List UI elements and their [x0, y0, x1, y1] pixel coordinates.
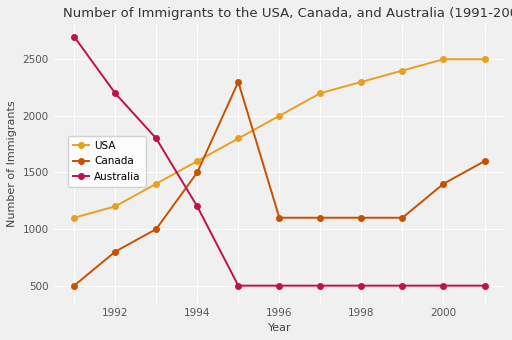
USA: [235, 136, 241, 140]
Australia: [276, 284, 283, 288]
Australia: [399, 284, 406, 288]
Australia: [317, 284, 324, 288]
Canada: [112, 250, 118, 254]
Australia: [112, 91, 118, 95]
Canada: [399, 216, 406, 220]
USA: [112, 204, 118, 208]
Canada: [317, 216, 324, 220]
USA: [317, 91, 324, 95]
Line: Canada: Canada: [71, 79, 487, 288]
X-axis label: Year: Year: [268, 323, 291, 333]
USA: [71, 216, 77, 220]
USA: [440, 57, 446, 61]
USA: [358, 80, 365, 84]
Canada: [440, 182, 446, 186]
Canada: [358, 216, 365, 220]
Canada: [194, 170, 200, 174]
Australia: [235, 284, 241, 288]
Line: Australia: Australia: [71, 34, 487, 288]
Australia: [194, 204, 200, 208]
Australia: [358, 284, 365, 288]
USA: [481, 57, 487, 61]
USA: [276, 114, 283, 118]
USA: [194, 159, 200, 163]
Australia: [153, 136, 159, 140]
Australia: [481, 284, 487, 288]
USA: [399, 69, 406, 73]
Text: Number of Immigrants to the USA, Canada, and Australia (1991-2001): Number of Immigrants to the USA, Canada,…: [62, 7, 512, 20]
Australia: [71, 35, 77, 39]
Canada: [276, 216, 283, 220]
Canada: [71, 284, 77, 288]
Australia: [440, 284, 446, 288]
Line: USA: USA: [71, 56, 487, 221]
USA: [153, 182, 159, 186]
Canada: [235, 80, 241, 84]
Canada: [153, 227, 159, 231]
Canada: [481, 159, 487, 163]
Y-axis label: Number of Immigrants: Number of Immigrants: [7, 101, 17, 227]
Legend: USA, Canada, Australia: USA, Canada, Australia: [68, 136, 145, 187]
